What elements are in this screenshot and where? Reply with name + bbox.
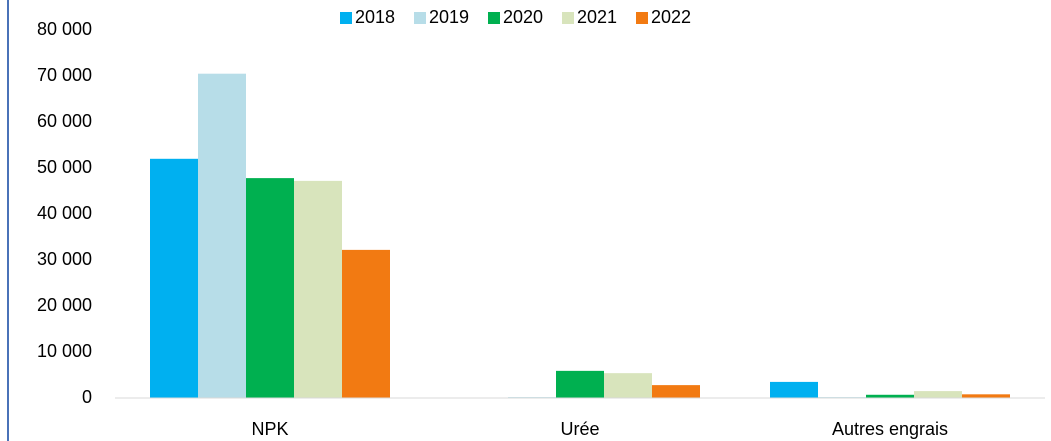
y-tick-label: 60 000	[37, 111, 92, 131]
bar	[198, 73, 246, 398]
x-tick-label: Autres engrais	[832, 419, 948, 439]
legend-label: 2020	[503, 7, 543, 27]
legend-label: 2021	[577, 7, 617, 27]
legend-swatch	[488, 12, 500, 24]
y-tick-label: 50 000	[37, 157, 92, 177]
bar	[770, 381, 818, 398]
bar	[246, 178, 294, 398]
legend-label: 2019	[429, 7, 469, 27]
legend-swatch	[340, 12, 352, 24]
legend-label: 2022	[651, 7, 691, 27]
y-tick-label: 80 000	[37, 19, 92, 39]
bar	[556, 370, 604, 398]
y-tick-label: 0	[82, 387, 92, 407]
legend-swatch	[636, 12, 648, 24]
bar	[866, 394, 914, 398]
bar	[604, 373, 652, 398]
x-tick-label: Urée	[560, 419, 599, 439]
y-tick-label: 10 000	[37, 341, 92, 361]
legend-label: 2018	[355, 7, 395, 27]
legend-swatch	[414, 12, 426, 24]
x-tick-label: NPK	[251, 419, 288, 439]
bar	[652, 385, 700, 398]
bar	[962, 394, 1010, 398]
bar	[150, 158, 198, 398]
bar	[914, 391, 962, 398]
y-tick-label: 20 000	[37, 295, 92, 315]
y-tick-label: 70 000	[37, 65, 92, 85]
bar	[294, 180, 342, 398]
y-tick-label: 30 000	[37, 249, 92, 269]
y-tick-label: 40 000	[37, 203, 92, 223]
bar	[342, 249, 390, 398]
legend-swatch	[562, 12, 574, 24]
